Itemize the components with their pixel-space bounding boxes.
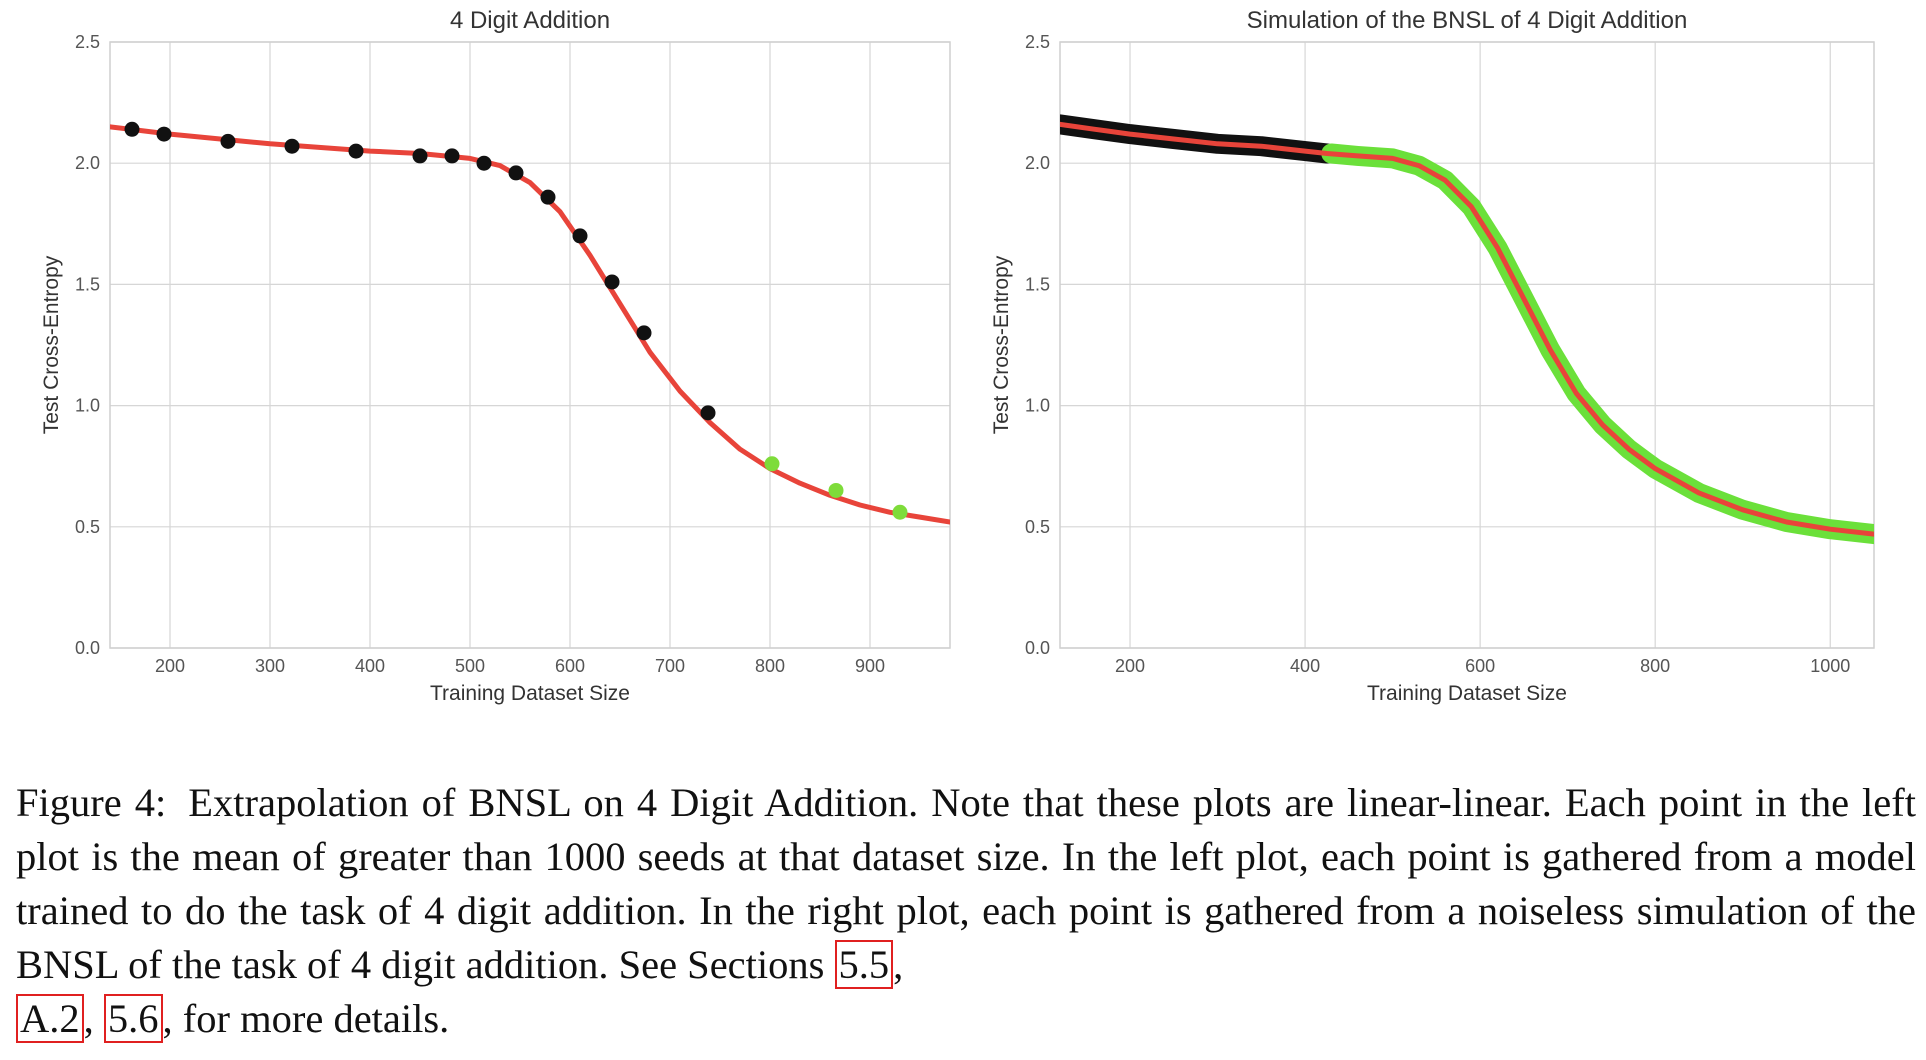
- fit-line: [1060, 121, 1874, 537]
- x-axis-label: Training Dataset Size: [1367, 682, 1567, 705]
- observed-point: [348, 143, 364, 159]
- observed-point: [156, 126, 172, 142]
- y-tick-label: 0.5: [75, 517, 100, 537]
- y-axis-label: Test Cross-Entropy: [40, 255, 63, 434]
- x-tick-label: 400: [355, 656, 385, 676]
- observed-point: [412, 148, 428, 164]
- caption-separator: ,: [83, 996, 94, 1041]
- chart-title: 4 Digit Addition: [450, 7, 610, 34]
- observed-point: [476, 155, 492, 171]
- figure-charts: 0.0 0.5 1.0 1.5 2.0 2.5 200 300 400 500 600 700 800 9…: [40, 7, 1875, 705]
- y-tick-label: 1.5: [1025, 274, 1050, 294]
- section-ref-a-2[interactable]: A.2: [16, 994, 84, 1043]
- x-tick-label: 400: [1290, 656, 1320, 676]
- x-axis-label: Training Dataset Size: [430, 682, 630, 705]
- extrapolated-band: [1321, 143, 1874, 545]
- y-tick-label: 0.5: [1025, 517, 1050, 537]
- y-tick-label: 2.0: [1025, 153, 1050, 173]
- right-chart: 0.0 0.5 1.0 1.5 2.0 2.5 200 400 600 800 1000 Simula…: [990, 7, 1875, 705]
- x-tick-label: 800: [1640, 656, 1670, 676]
- left-chart: 0.0 0.5 1.0 1.5 2.0 2.5 200 300 400 500 600 700 800 9…: [40, 7, 951, 705]
- y-tick-label: 1.0: [75, 396, 100, 416]
- y-tick-label: 1.5: [75, 274, 100, 294]
- observed-point: [540, 189, 556, 205]
- y-axis-label: Test Cross-Entropy: [990, 255, 1013, 434]
- section-ref-5-5[interactable]: 5.5: [834, 940, 894, 989]
- observed-point: [604, 274, 620, 290]
- y-tick-label: 2.5: [75, 32, 100, 52]
- plot-frame: [109, 41, 951, 649]
- data-layer: [1060, 114, 1874, 545]
- y-tick-label: 2.5: [1025, 32, 1050, 52]
- x-tick-label: 200: [1115, 656, 1145, 676]
- extrapolated-point: [764, 456, 780, 472]
- observed-point: [636, 325, 652, 341]
- caption-tail: , for more details.: [162, 996, 450, 1041]
- figure-caption: Figure 4: Extrapolation of BNSL on 4 Digi…: [16, 776, 1916, 1046]
- x-tick-label: 600: [1465, 656, 1495, 676]
- y-tick-label: 0.0: [1025, 638, 1050, 658]
- caption-label: Figure 4:: [16, 780, 167, 825]
- observed-point: [444, 148, 460, 164]
- caption-separator: ,: [893, 942, 904, 987]
- observed-point: [508, 165, 524, 181]
- y-tick-label: 0.0: [75, 638, 100, 658]
- caption-text: Extrapolation of BNSL on 4 Digit Additio…: [16, 780, 1916, 987]
- extrapolated-point: [828, 482, 844, 498]
- extrapolated-point: [892, 504, 908, 520]
- x-tick-label: 600: [555, 656, 585, 676]
- data-layer: [110, 121, 950, 525]
- observed-point: [284, 138, 300, 154]
- x-tick-label: 500: [455, 656, 485, 676]
- x-tick-label: 800: [755, 656, 785, 676]
- observed-point: [124, 121, 140, 137]
- plot-frame: [1059, 41, 1875, 649]
- fit-line: [110, 124, 950, 525]
- x-tick-label: 1000: [1810, 656, 1850, 676]
- observed-point: [220, 133, 236, 149]
- y-tick-label: 2.0: [75, 153, 100, 173]
- x-tick-label: 300: [255, 656, 285, 676]
- observed-point: [700, 405, 716, 421]
- x-tick-label: 200: [155, 656, 185, 676]
- x-tick-label: 700: [655, 656, 685, 676]
- section-ref-5-6[interactable]: 5.6: [103, 994, 163, 1043]
- y-tick-label: 1.0: [1025, 396, 1050, 416]
- x-tick-label: 900: [855, 656, 885, 676]
- observed-point: [572, 228, 588, 244]
- chart-title: Simulation of the BNSL of 4 Digit Additi…: [1247, 7, 1688, 34]
